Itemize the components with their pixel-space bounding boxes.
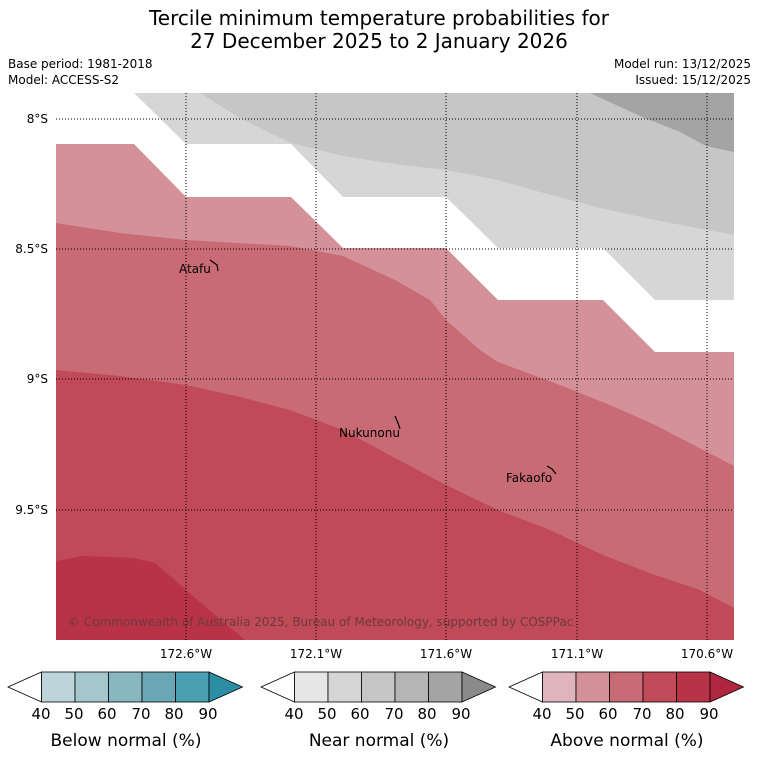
- tick-label: 50: [64, 705, 84, 723]
- title-line-2: 27 December 2025 to 2 January 2026: [190, 29, 568, 53]
- lon-label-172-6w: 172.6°W: [160, 647, 212, 661]
- colorbar-below-label: Below normal (%): [50, 731, 202, 751]
- colorbar-near-label: Near normal (%): [308, 731, 450, 751]
- colorbar-extend-high: [461, 671, 497, 703]
- model-run: Model run: 13/12/2025: [613, 57, 751, 71]
- tick-label: 60: [97, 705, 117, 723]
- colorbar-swatch: [108, 671, 143, 703]
- colorbar-extend-low: [7, 671, 42, 703]
- tick-label: 80: [665, 705, 685, 723]
- atafu-island-shape: [209, 259, 219, 272]
- colorbar-swatch: [642, 671, 677, 703]
- issued-date: Issued: 15/12/2025: [635, 73, 751, 87]
- lon-label-171-6w: 171.6°W: [420, 647, 472, 661]
- tick-label: 60: [350, 705, 370, 723]
- colorbar-above: [508, 671, 745, 703]
- lon-label-172-1w: 172.1°W: [290, 647, 342, 661]
- colorbar-swatch: [676, 671, 711, 703]
- fakaofo-island-shape: [546, 465, 557, 475]
- title-line-1: Tercile minimum temperature probabilitie…: [148, 6, 610, 30]
- near-60-region: [200, 93, 734, 235]
- lat-label-9-5s: 9.5°S: [15, 503, 48, 517]
- tick-label: 40: [532, 705, 552, 723]
- colorbar-above-label: Above normal (%): [550, 731, 704, 751]
- colorbar-swatch: [609, 671, 644, 703]
- colorbar-swatch: [175, 671, 210, 703]
- tick-label: 40: [284, 705, 304, 723]
- lon-label-170-6w: 170.6°W: [681, 647, 733, 661]
- lat-label-8s: 8°S: [27, 112, 48, 126]
- place-label-fakaofo: Fakaofo: [506, 471, 552, 485]
- tick-label: 60: [598, 705, 618, 723]
- colorbar-swatch: [575, 671, 610, 703]
- colorbar-swatch: [74, 671, 109, 703]
- tick-label: 50: [565, 705, 585, 723]
- tick-label: 50: [317, 705, 337, 723]
- model-name: Model: ACCESS-S2: [8, 73, 120, 87]
- colorbar-below: [7, 671, 244, 703]
- place-label-nukunonu: Nukunonu: [339, 426, 400, 440]
- colorbar-swatch: [41, 671, 76, 703]
- graticule: [56, 93, 734, 640]
- base-period: Base period: 1981-2018: [8, 57, 153, 71]
- lat-label-9s: 9°S: [27, 372, 48, 386]
- nukunonu-island-shape: [394, 415, 401, 430]
- colorbar-extend-low: [260, 671, 295, 703]
- tick-label: 90: [198, 705, 218, 723]
- tick-label: 70: [632, 705, 652, 723]
- colorbar-swatch: [428, 671, 463, 703]
- above-70-region: [56, 370, 734, 640]
- colorbar-swatch: [141, 671, 176, 703]
- colorbar-swatch: [394, 671, 429, 703]
- colorbar-swatch: [327, 671, 362, 703]
- near-70-region: [590, 93, 734, 152]
- colorbar-swatch: [361, 671, 396, 703]
- place-label-atafu: Atafu: [179, 262, 211, 276]
- colorbar-extend-high: [709, 671, 745, 703]
- tick-label: 80: [164, 705, 184, 723]
- above-80-region: [56, 556, 245, 640]
- colorbar-extend-high: [208, 671, 244, 703]
- tick-label: 70: [384, 705, 404, 723]
- tick-label: 90: [699, 705, 719, 723]
- probability-map: 8°S 8.5°S 9°S 9.5°S 172.6°W 172.1°W 171.…: [15, 93, 734, 661]
- tick-label: 90: [451, 705, 471, 723]
- lat-label-8-5s: 8.5°S: [15, 242, 48, 256]
- tick-label: 40: [31, 705, 51, 723]
- lon-label-171-1w: 171.1°W: [551, 647, 603, 661]
- copyright-notice: © Commonwealth of Australia 2025, Bureau…: [68, 615, 573, 629]
- tick-label: 70: [131, 705, 151, 723]
- colorbar-swatch: [542, 671, 577, 703]
- colorbar-near: [260, 671, 497, 703]
- colorbar-extend-low: [508, 671, 543, 703]
- colorbar-swatch: [294, 671, 329, 703]
- tick-label: 80: [417, 705, 437, 723]
